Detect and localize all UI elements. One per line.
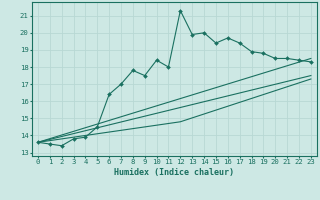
X-axis label: Humidex (Indice chaleur): Humidex (Indice chaleur) xyxy=(115,168,234,177)
